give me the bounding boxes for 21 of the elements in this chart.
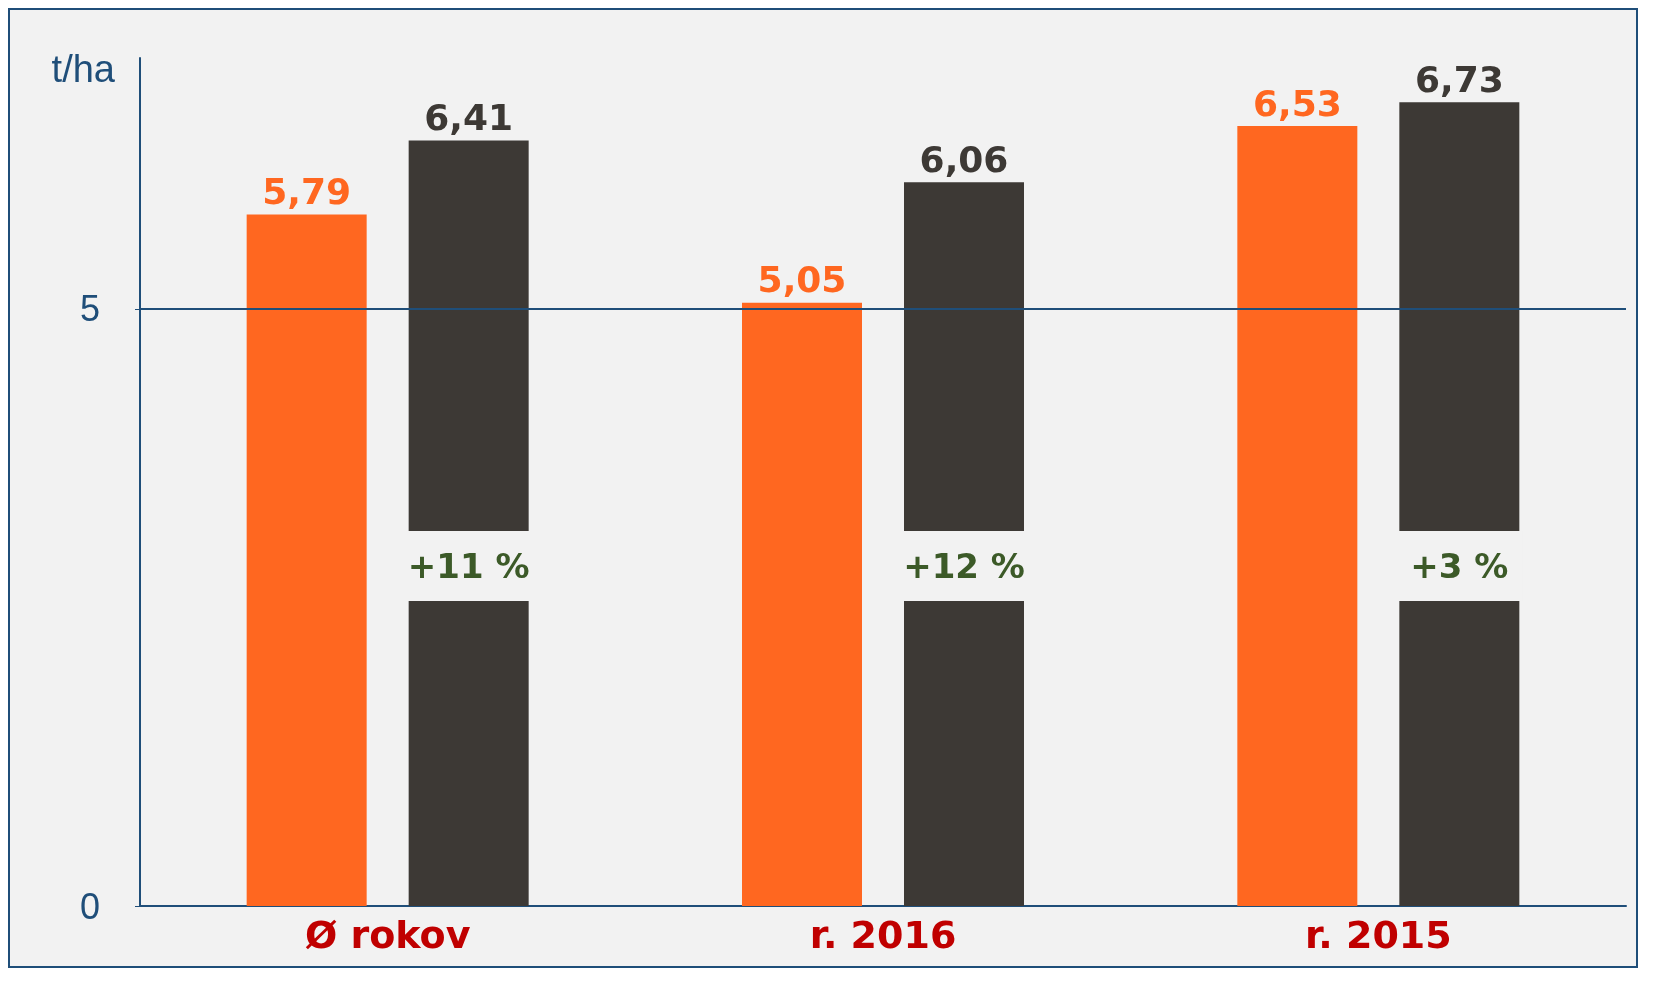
y-axis-title: t/ha xyxy=(51,48,116,90)
bar xyxy=(904,182,1024,906)
y-tick-label: 0 xyxy=(79,885,100,927)
data-label: 5,05 xyxy=(757,259,847,301)
data-label: 6,53 xyxy=(1252,82,1342,124)
bar xyxy=(246,214,367,906)
data-label: 6,06 xyxy=(919,138,1009,180)
bar xyxy=(1399,102,1520,906)
x-tick-label: r. 2015 xyxy=(1304,913,1452,957)
annotation: +12 % xyxy=(903,546,1025,586)
data-label: 6,73 xyxy=(1414,58,1504,100)
data-label: 5,79 xyxy=(262,170,352,212)
data-label: 6,41 xyxy=(424,96,514,138)
bar xyxy=(1237,126,1358,906)
bar xyxy=(742,302,862,906)
x-tick-label: r. 2016 xyxy=(809,913,957,957)
bar xyxy=(408,140,529,906)
x-tick-label: Ø rokov xyxy=(304,913,471,957)
y-tick-label: 5 xyxy=(79,288,100,330)
annotation: +11 % xyxy=(407,546,530,586)
annotation: +3 % xyxy=(1410,546,1509,586)
